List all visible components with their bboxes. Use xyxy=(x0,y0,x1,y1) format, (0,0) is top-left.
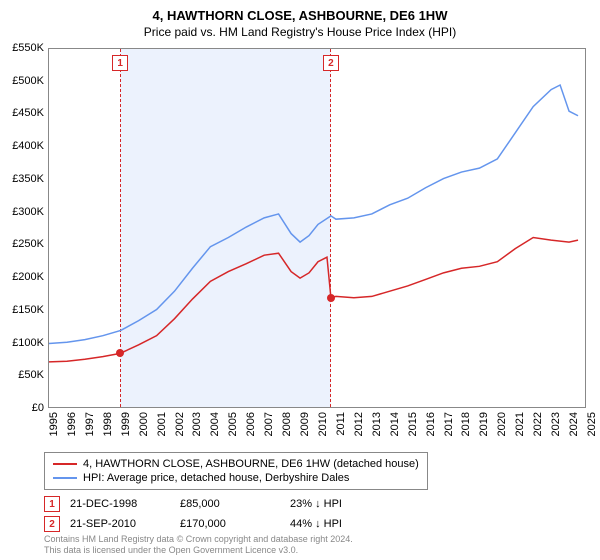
x-tick-label: 2013 xyxy=(371,412,383,436)
chart-svg xyxy=(49,49,587,409)
x-tick-label: 2010 xyxy=(317,412,329,436)
x-tick-label: 2021 xyxy=(514,412,526,436)
series-property xyxy=(49,238,578,362)
sale-delta: 44% ↓ HPI xyxy=(290,518,390,530)
sale-point xyxy=(327,294,335,302)
footer-line: Contains HM Land Registry data © Crown c… xyxy=(44,534,353,546)
legend-swatch xyxy=(53,463,77,465)
x-tick-label: 2012 xyxy=(353,412,365,436)
y-tick-label: £250K xyxy=(12,238,44,250)
x-tick-label: 1999 xyxy=(120,412,132,436)
x-tick-label: 2014 xyxy=(389,412,401,436)
sale-marker-icon: 2 xyxy=(44,516,60,532)
y-tick-label: £350K xyxy=(12,173,44,185)
sales-row: 1 21-DEC-1998 £85,000 23% ↓ HPI xyxy=(44,494,390,514)
x-tick-label: 2020 xyxy=(496,412,508,436)
x-tick-label: 2011 xyxy=(335,412,347,436)
series-hpi xyxy=(49,85,578,344)
y-tick-label: £400K xyxy=(12,140,44,152)
legend-item: HPI: Average price, detached house, Derb… xyxy=(53,471,419,485)
sale-date: 21-SEP-2010 xyxy=(70,518,170,530)
y-tick-label: £550K xyxy=(12,42,44,54)
legend-swatch xyxy=(53,477,77,479)
x-tick-label: 1996 xyxy=(66,412,78,436)
legend-item: 4, HAWTHORN CLOSE, ASHBOURNE, DE6 1HW (d… xyxy=(53,457,419,471)
x-tick-label: 2002 xyxy=(174,412,186,436)
x-tick-label: 2015 xyxy=(407,412,419,436)
x-tick-label: 2023 xyxy=(550,412,562,436)
x-tick-label: 2024 xyxy=(568,412,580,436)
x-tick-label: 2016 xyxy=(425,412,437,436)
legend: 4, HAWTHORN CLOSE, ASHBOURNE, DE6 1HW (d… xyxy=(44,452,428,490)
y-tick-label: £450K xyxy=(12,107,44,119)
sales-row: 2 21-SEP-2010 £170,000 44% ↓ HPI xyxy=(44,514,390,534)
y-tick-label: £200K xyxy=(12,271,44,283)
x-tick-label: 2018 xyxy=(460,412,472,436)
x-tick-label: 2006 xyxy=(245,412,257,436)
y-tick-label: £150K xyxy=(12,304,44,316)
x-tick-label: 2007 xyxy=(263,412,275,436)
chart-container: 4, HAWTHORN CLOSE, ASHBOURNE, DE6 1HW Pr… xyxy=(0,0,600,560)
footer-line: This data is licensed under the Open Gov… xyxy=(44,545,353,557)
x-tick-label: 2005 xyxy=(227,412,239,436)
sale-price: £85,000 xyxy=(180,498,280,510)
sale-date: 21-DEC-1998 xyxy=(70,498,170,510)
legend-label: HPI: Average price, detached house, Derb… xyxy=(83,472,349,484)
sale-price: £170,000 xyxy=(180,518,280,530)
sale-marker-label: 2 xyxy=(323,55,339,71)
sale-marker-icon: 1 xyxy=(44,496,60,512)
x-tick-label: 2025 xyxy=(586,412,598,436)
x-tick-label: 2009 xyxy=(299,412,311,436)
sales-table: 1 21-DEC-1998 £85,000 23% ↓ HPI 2 21-SEP… xyxy=(44,494,390,534)
sale-point xyxy=(116,349,124,357)
y-tick-label: £50K xyxy=(18,369,44,381)
x-tick-label: 2001 xyxy=(156,412,168,436)
legend-label: 4, HAWTHORN CLOSE, ASHBOURNE, DE6 1HW (d… xyxy=(83,458,419,470)
x-tick-label: 2003 xyxy=(191,412,203,436)
x-tick-label: 1997 xyxy=(84,412,96,436)
x-tick-label: 1995 xyxy=(48,412,60,436)
sale-delta: 23% ↓ HPI xyxy=(290,498,390,510)
plot-area: 12 xyxy=(48,48,586,408)
x-tick-label: 2017 xyxy=(443,412,455,436)
footer: Contains HM Land Registry data © Crown c… xyxy=(44,534,353,557)
x-tick-label: 2000 xyxy=(138,412,150,436)
chart-subtitle: Price paid vs. HM Land Registry's House … xyxy=(0,23,600,39)
x-tick-label: 2008 xyxy=(281,412,293,436)
x-tick-label: 2019 xyxy=(478,412,490,436)
y-tick-label: £100K xyxy=(12,337,44,349)
x-tick-label: 2004 xyxy=(209,412,221,436)
chart-title: 4, HAWTHORN CLOSE, ASHBOURNE, DE6 1HW xyxy=(0,0,600,23)
y-tick-label: £300K xyxy=(12,206,44,218)
x-tick-label: 2022 xyxy=(532,412,544,436)
y-tick-label: £0 xyxy=(32,402,44,414)
y-tick-label: £500K xyxy=(12,75,44,87)
sale-marker-label: 1 xyxy=(112,55,128,71)
x-tick-label: 1998 xyxy=(102,412,114,436)
